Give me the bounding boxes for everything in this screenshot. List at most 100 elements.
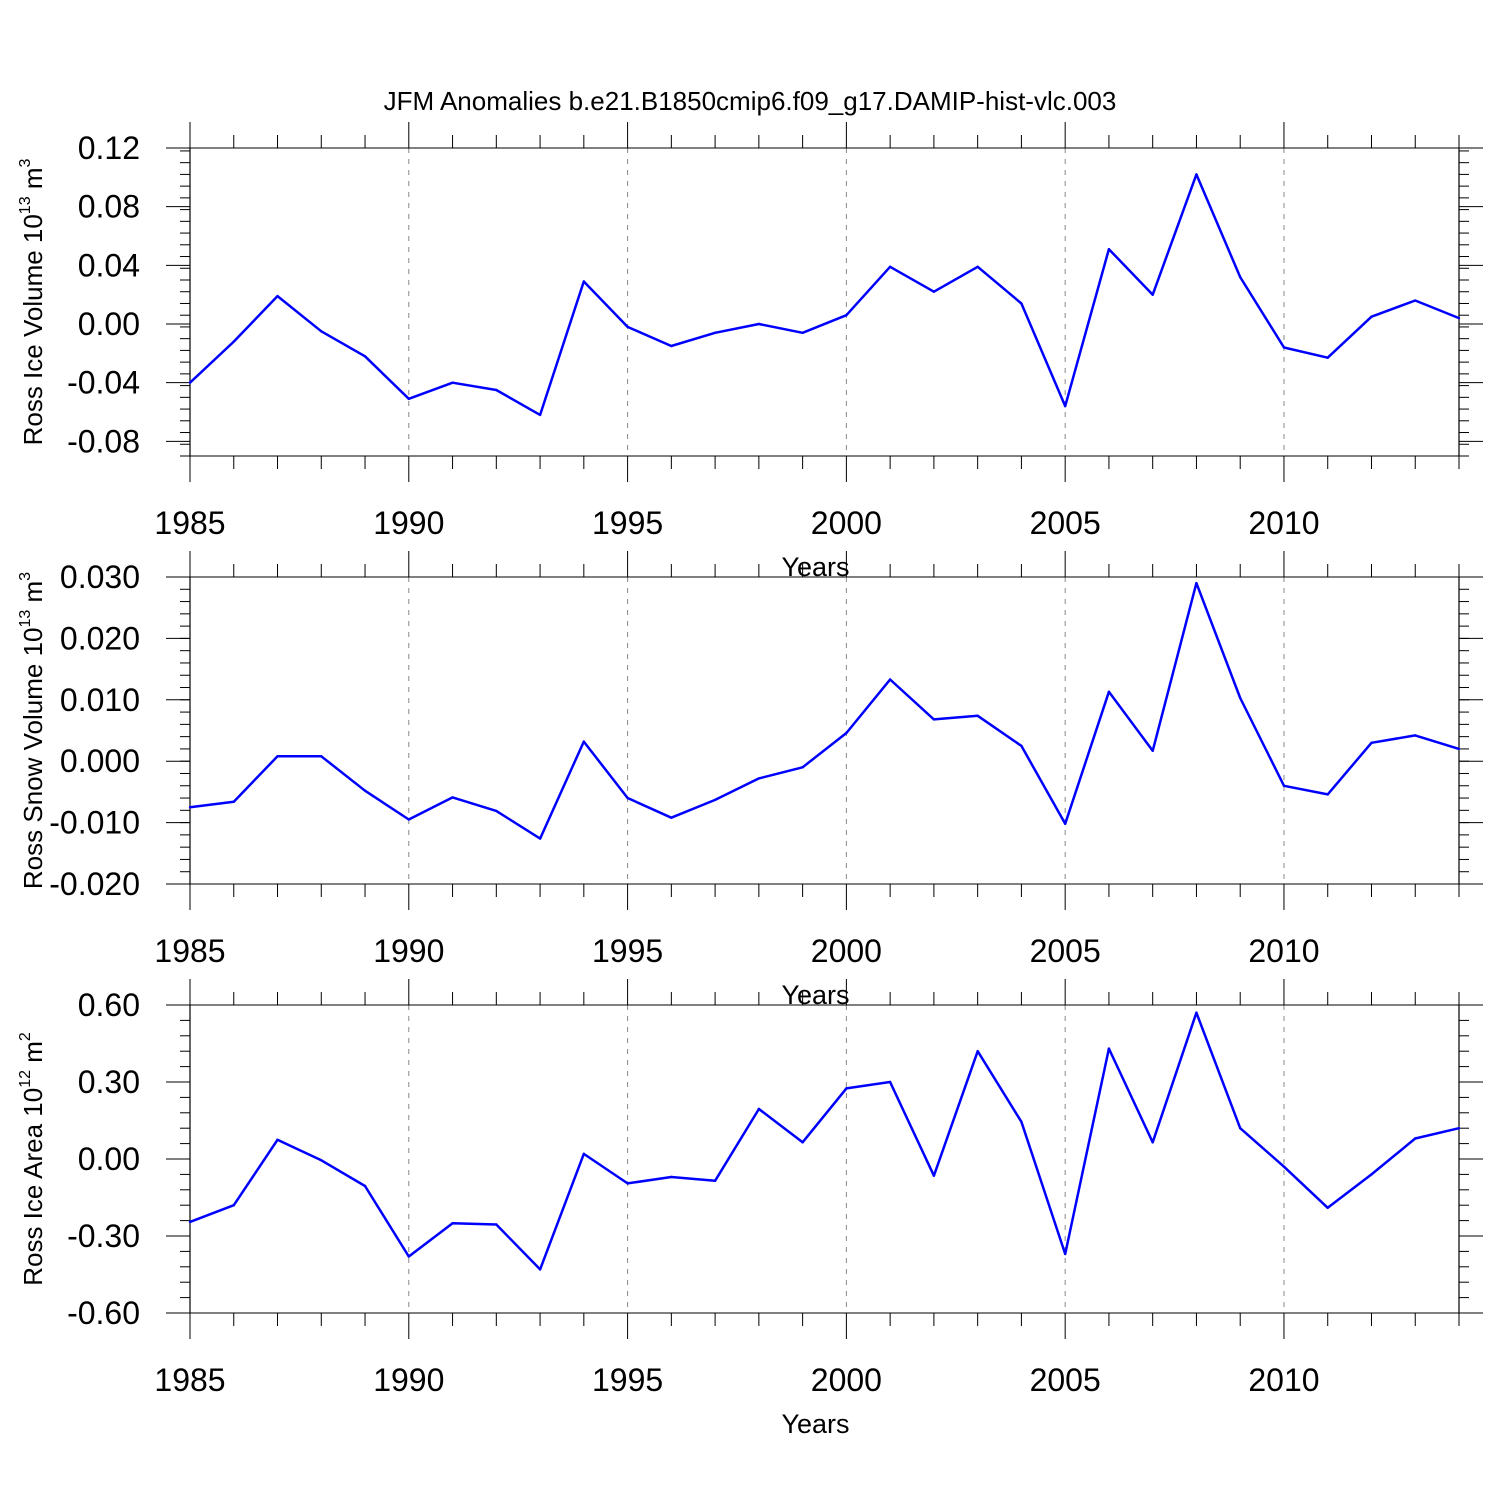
y-axis-label-part: 13 (17, 196, 34, 214)
y-tick-label: -0.010 (49, 805, 140, 841)
data-point (582, 280, 586, 283)
y-axis-label-part: 13 (17, 610, 34, 628)
data-point (451, 796, 454, 799)
x-tick-label: 2005 (1030, 1362, 1101, 1398)
data-point (626, 796, 629, 800)
x-tick-label: 2010 (1248, 933, 1319, 969)
y-axis-label-part: 3 (17, 572, 34, 581)
data-series-line (189, 173, 1460, 417)
y-tick-label: -0.04 (67, 365, 140, 401)
data-point (888, 265, 892, 268)
data-point (188, 381, 192, 384)
data-point (538, 837, 542, 840)
x-tick-label: 2010 (1248, 1362, 1319, 1398)
data-point (713, 1179, 717, 1183)
data-point (1151, 749, 1154, 752)
data-point (1020, 302, 1023, 305)
data-point (582, 1152, 586, 1156)
y-tick-label: 0.030 (60, 559, 140, 595)
data-point (407, 397, 410, 400)
data-point (845, 731, 848, 735)
data-point (1457, 747, 1461, 751)
y-tick-label: 0.000 (60, 743, 140, 779)
x-tick-label: 2005 (1030, 933, 1101, 969)
data-point (1020, 744, 1023, 748)
chart-panel-1: 1985 1990 1995 2000 2005 2010 0.12 0.08 0.04 0.00… (17, 122, 1483, 582)
data-point (276, 294, 279, 298)
data-point (276, 1138, 279, 1141)
y-tick-label: 0.12 (78, 130, 140, 166)
x-tick-label: 1985 (154, 933, 225, 969)
data-point (670, 1175, 673, 1179)
data-point (670, 816, 673, 819)
data-point (1107, 690, 1111, 694)
data-point (1457, 1127, 1461, 1130)
y-tick-label: -0.020 (49, 866, 140, 902)
x-axis-label: Years (781, 1409, 849, 1439)
x-tick-label: 1990 (373, 505, 444, 541)
y-axis-label-part: m (18, 1041, 48, 1070)
y-axis-label: Ross Ice Area 1012 m2 (17, 1032, 48, 1286)
x-tick-label: 2000 (811, 933, 882, 969)
x-tick-label: 1995 (592, 505, 663, 541)
x-tick-label: 2010 (1248, 505, 1319, 541)
data-point (713, 798, 717, 802)
data-point (582, 740, 586, 743)
data-point (232, 1204, 235, 1207)
data-point (320, 330, 323, 333)
data-point (1020, 1120, 1023, 1123)
x-tick-label: 1990 (373, 933, 444, 969)
data-point (1239, 275, 1242, 279)
data-point (888, 678, 892, 681)
data-point (1195, 581, 1198, 585)
x-tick-label: 1985 (154, 1362, 225, 1398)
data-point (1370, 1173, 1373, 1176)
y-tick-label: 0.60 (78, 987, 140, 1023)
data-point (932, 718, 936, 721)
y-axis-label-part: Ross Ice Area 10 (18, 1088, 48, 1286)
x-tick-label: 1995 (592, 1362, 663, 1398)
data-point (538, 1268, 542, 1271)
data-point (757, 322, 761, 326)
data-point (363, 355, 367, 358)
data-point (888, 1080, 892, 1084)
x-tick-label: 2000 (811, 505, 882, 541)
y-axis-label-part: 12 (17, 1070, 34, 1088)
y-axis-label-part: m (18, 167, 48, 196)
data-point (1282, 1165, 1286, 1168)
y-tick-label: 0.00 (78, 306, 140, 342)
data-point (363, 1184, 367, 1188)
data-point (495, 809, 498, 813)
data-point (363, 789, 367, 792)
data-point (1239, 1127, 1242, 1130)
data-point (276, 755, 279, 758)
data-point (932, 1174, 936, 1177)
data-point (538, 413, 542, 417)
data-series-line (189, 581, 1460, 840)
data-point (1282, 784, 1286, 787)
data-point (713, 331, 717, 334)
data-series-line (189, 1011, 1460, 1271)
data-point (1107, 1047, 1111, 1050)
data-point (845, 314, 848, 317)
chart-panel-2: 1985 1990 1995 2000 2005 2010 0.030 0.020 0.010 0… (17, 551, 1483, 1010)
data-point (626, 325, 629, 329)
data-point (451, 1221, 454, 1225)
data-point (1326, 1206, 1329, 1209)
data-point (407, 818, 410, 821)
data-point (1195, 1011, 1198, 1014)
data-point (1457, 316, 1461, 320)
y-axis-label-part: m (18, 581, 48, 610)
data-point (976, 714, 979, 717)
x-tick-label: 1995 (592, 933, 663, 969)
data-point (626, 1182, 629, 1185)
data-point (232, 800, 235, 803)
data-point (1370, 315, 1373, 318)
data-point (801, 331, 804, 334)
data-point (1282, 346, 1286, 349)
data-point (1063, 822, 1067, 826)
y-axis-label-part: 3 (17, 158, 34, 167)
data-point (1414, 1137, 1417, 1140)
data-point (670, 344, 673, 348)
data-point (451, 381, 454, 384)
